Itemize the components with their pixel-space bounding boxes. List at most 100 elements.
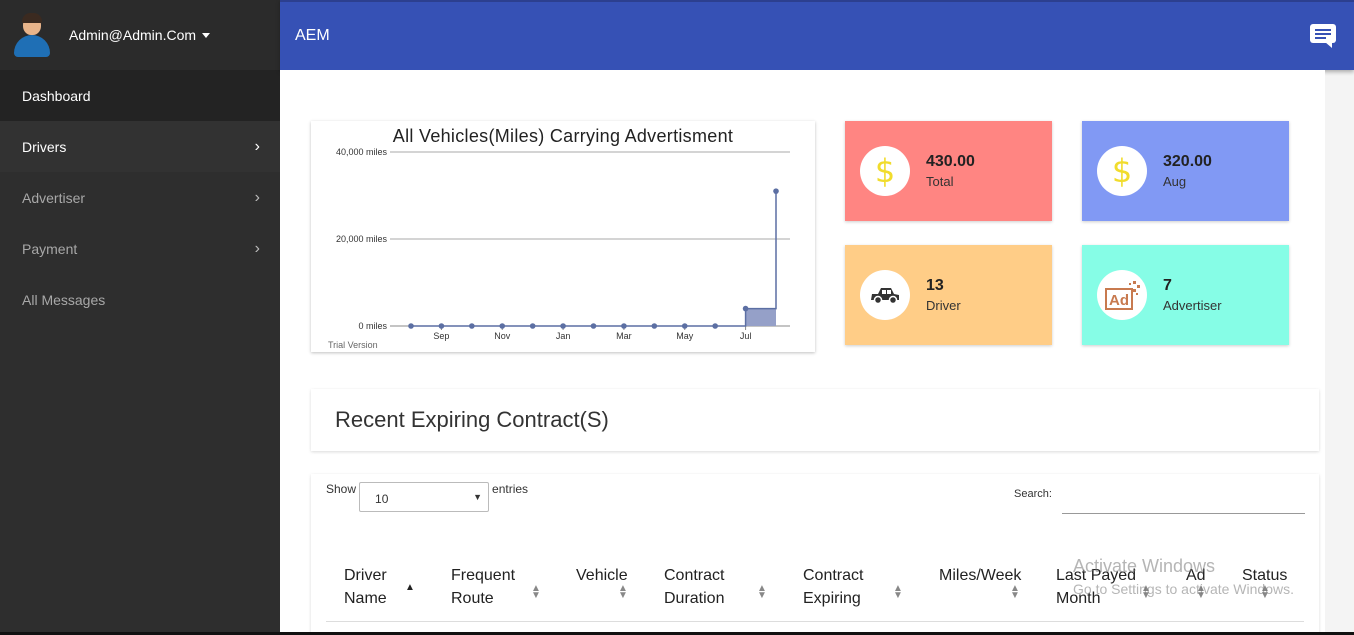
- stat-label: Advertiser: [1163, 298, 1222, 313]
- dollar-icon: $: [860, 146, 910, 196]
- stat-value: 320.00: [1163, 153, 1212, 170]
- show-label: Show: [326, 482, 357, 496]
- trial-version-label: Trial Version: [328, 340, 378, 350]
- sidebar-item-label: Drivers: [22, 138, 67, 155]
- x-tick-label: Nov: [494, 331, 511, 341]
- chart-svg: 40,000 miles 20,000 miles 0 miles Sep Nov Jan…: [328, 147, 790, 350]
- column-contract-expiring[interactable]: Contract Expiring: [803, 564, 863, 610]
- section-title: Recent Expiring Contract(S): [335, 407, 609, 432]
- column-label: Route: [451, 590, 494, 607]
- x-tick-label: Jan: [556, 331, 571, 341]
- data-point: [742, 305, 749, 312]
- data-point: [590, 323, 597, 329]
- ad-icon: Ad: [1097, 270, 1147, 320]
- contracts-table: Show 10 ▼ entries Search: Driver Name ▲ …: [311, 474, 1319, 635]
- column-miles-week[interactable]: Miles/Week: [939, 564, 1021, 587]
- column-vehicle[interactable]: Vehicle: [576, 564, 628, 587]
- sidebar-item-label: Payment: [22, 240, 78, 257]
- data-point: [438, 323, 445, 329]
- data-point: [651, 323, 658, 329]
- sidebar-item-drivers[interactable]: Drivers ›: [0, 121, 280, 172]
- main-content: All Vehicles(Miles) Carrying Advertismen…: [280, 70, 1325, 635]
- sort-icon[interactable]: ▲ ▼: [1010, 583, 1020, 601]
- column-last-payed-month[interactable]: Last Payed Month: [1056, 564, 1136, 610]
- sidebar-item-dashboard[interactable]: Dashboard: [0, 70, 280, 121]
- data-point: [621, 323, 627, 329]
- brand-title: AEM: [295, 27, 330, 44]
- entries-control: Show 10 ▼ entries: [326, 482, 528, 512]
- sidebar: Admin@Admin.Com Dashboard Drivers › Adve…: [0, 0, 280, 635]
- stat-value: 13: [926, 277, 944, 294]
- messages-icon[interactable]: [1310, 24, 1336, 48]
- column-label: Vehicle: [576, 567, 628, 584]
- car-icon: [860, 270, 910, 320]
- sort-icon[interactable]: ▲ ▼: [893, 583, 903, 601]
- y-tick-label: 0 miles: [358, 321, 387, 331]
- sidebar-item-all-messages[interactable]: All Messages: [0, 274, 280, 325]
- sort-asc-icon[interactable]: ▲: [405, 582, 415, 593]
- data-point: [408, 323, 414, 329]
- recent-contracts-header: Recent Expiring Contract(S): [311, 389, 1319, 451]
- activate-windows-hint: Go to Settings to activate Windows.: [1073, 581, 1294, 597]
- topbar: AEM: [280, 0, 1354, 70]
- user-name[interactable]: Admin@Admin.Com: [69, 27, 197, 43]
- x-tick-label: Jul: [740, 331, 752, 341]
- data-point: [681, 323, 688, 329]
- x-tick-label: Sep: [433, 331, 449, 341]
- taskbar-edge: [0, 632, 1354, 635]
- svg-text:Ad: Ad: [1109, 292, 1129, 309]
- data-point: [529, 323, 536, 329]
- avatar: [12, 13, 52, 57]
- sort-icon[interactable]: ▲ ▼: [531, 583, 541, 601]
- chart-title: All Vehicles(Miles) Carrying Advertismen…: [392, 126, 734, 146]
- column-label: Name: [344, 590, 387, 607]
- search-input[interactable]: [1061, 486, 1305, 514]
- sort-icon[interactable]: ▲ ▼: [618, 583, 628, 601]
- stat-label: Aug: [1163, 174, 1187, 189]
- entries-value: 10: [375, 492, 389, 506]
- data-point: [712, 323, 718, 329]
- column-label: Ad: [1186, 567, 1206, 584]
- stat-advertiser: Ad 7 Advertiser: [1082, 245, 1289, 345]
- sort-icon[interactable]: ▲ ▼: [757, 583, 767, 601]
- stat-label: Total: [926, 174, 954, 189]
- miles-chart: All Vehicles(Miles) Carrying Advertismen…: [311, 121, 815, 352]
- caret-down-icon[interactable]: [202, 32, 211, 38]
- entries-label: entries: [492, 482, 529, 496]
- sidebar-item-label: Advertiser: [22, 189, 86, 206]
- user-menu[interactable]: Admin@Admin.Com: [0, 0, 280, 70]
- column-label: Last Payed: [1056, 567, 1137, 584]
- chevron-right-icon: ›: [254, 239, 260, 257]
- column-driver-name[interactable]: Driver Name: [344, 564, 387, 610]
- column-label: Month: [1056, 590, 1101, 607]
- stat-value: 430.00: [926, 153, 975, 170]
- sort-icon[interactable]: ▲ ▼: [1141, 583, 1151, 601]
- search-control: Search:: [1014, 486, 1305, 514]
- dollar-icon: $: [1097, 146, 1147, 196]
- stat-driver: 13 Driver: [845, 245, 1052, 345]
- area-fill: [745, 308, 776, 326]
- y-tick-label: 20,000 miles: [336, 234, 388, 244]
- column-label: Expiring: [803, 590, 861, 607]
- chevron-right-icon: ›: [254, 137, 260, 155]
- stat-total: $ 430.00 Total: [845, 121, 1052, 221]
- column-contract-duration[interactable]: Contract Duration: [664, 564, 724, 610]
- column-label: Status: [1242, 567, 1288, 584]
- series-line: [411, 191, 777, 327]
- column-ad[interactable]: Ad: [1186, 564, 1206, 587]
- data-point: [469, 323, 475, 329]
- sort-icon[interactable]: ▲ ▼: [1196, 583, 1206, 601]
- sidebar-item-payment[interactable]: Payment ›: [0, 223, 280, 274]
- sidebar-item-label: All Messages: [22, 291, 106, 308]
- sidebar-item-advertiser[interactable]: Advertiser ›: [0, 172, 280, 223]
- stat-value: 7: [1163, 277, 1172, 294]
- column-status[interactable]: Status: [1242, 564, 1287, 587]
- column-label: Duration: [664, 590, 725, 607]
- column-frequent-route[interactable]: Frequent Route: [451, 564, 515, 610]
- column-label: Contract: [664, 567, 725, 584]
- x-tick-label: Mar: [616, 331, 632, 341]
- sort-icon[interactable]: ▲ ▼: [1260, 583, 1270, 601]
- entries-select[interactable]: 10 ▼: [359, 482, 490, 512]
- chevron-right-icon: ›: [254, 188, 260, 206]
- column-label: Contract: [803, 567, 864, 584]
